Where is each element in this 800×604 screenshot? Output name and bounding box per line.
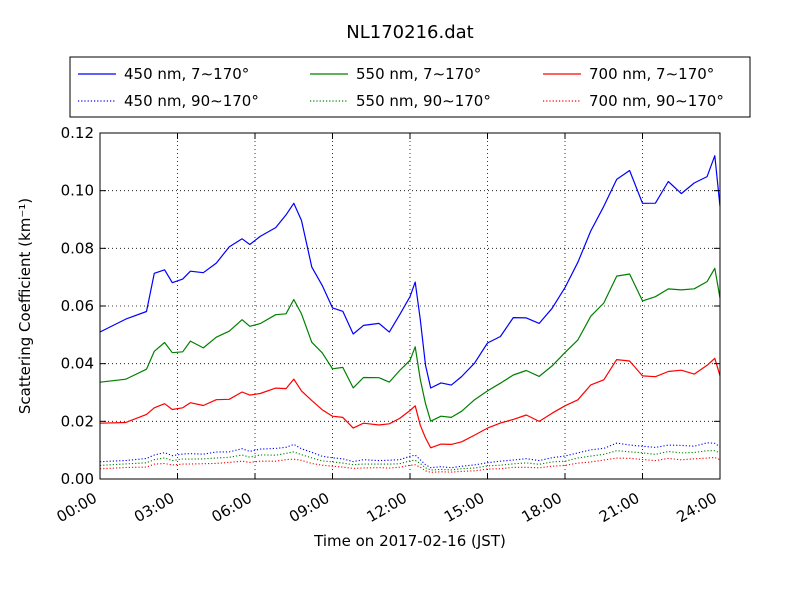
y-tick-label: 0.04 — [61, 355, 94, 373]
legend-label: 450 nm, 90∼170° — [124, 92, 259, 110]
x-axis-label: Time on 2017-02-16 (JST) — [313, 532, 506, 550]
x-tick-label: 21:00 — [596, 489, 642, 526]
x-tick-label: 12:00 — [364, 489, 410, 526]
y-axis-label: Scattering Coefficient (km⁻¹) — [16, 198, 34, 414]
legend-box — [69, 56, 751, 118]
x-tick-label: 00:00 — [54, 489, 100, 526]
ticks: 00:00 03:00 06:00 09:00 12:00 15:00 18:00 21:00… — [54, 124, 721, 526]
y-tick-label: 0.08 — [61, 239, 94, 257]
x-tick-label: 03:00 — [131, 489, 177, 526]
legend: 450 nm, 7∼170° 550 nm, 7∼170° 700 nm, 7∼17… — [69, 56, 751, 118]
y-tick-label: 0.12 — [61, 124, 94, 142]
series-line-4 — [99, 442, 721, 469]
grid — [100, 133, 720, 479]
x-tick-label: 18:00 — [519, 489, 565, 526]
x-tick-label: 06:00 — [209, 489, 255, 526]
legend-label: 700 nm, 7∼170° — [589, 65, 714, 83]
series-line-1 — [99, 155, 721, 389]
x-tick-label: 09:00 — [286, 489, 332, 526]
y-tick-label: 0.10 — [61, 182, 94, 200]
chart-title: NL170216.dat — [346, 22, 473, 43]
legend-label: 550 nm, 7∼170° — [356, 65, 481, 83]
legend-label: 700 nm, 90∼170° — [589, 92, 724, 110]
series-layer — [99, 155, 721, 473]
legend-label: 550 nm, 90∼170° — [356, 92, 491, 110]
series-line-5 — [99, 450, 721, 471]
y-tick-label: 0.00 — [61, 470, 94, 488]
series-line-6 — [99, 456, 721, 473]
y-tick-label: 0.02 — [61, 412, 94, 430]
x-tick-label: 15:00 — [441, 489, 487, 526]
legend-label: 450 nm, 7∼170° — [124, 65, 249, 83]
x-tick-label: 24:00 — [674, 489, 720, 526]
series-line-3 — [99, 357, 721, 449]
series-line-2 — [99, 267, 721, 422]
y-tick-label: 0.06 — [61, 297, 94, 315]
